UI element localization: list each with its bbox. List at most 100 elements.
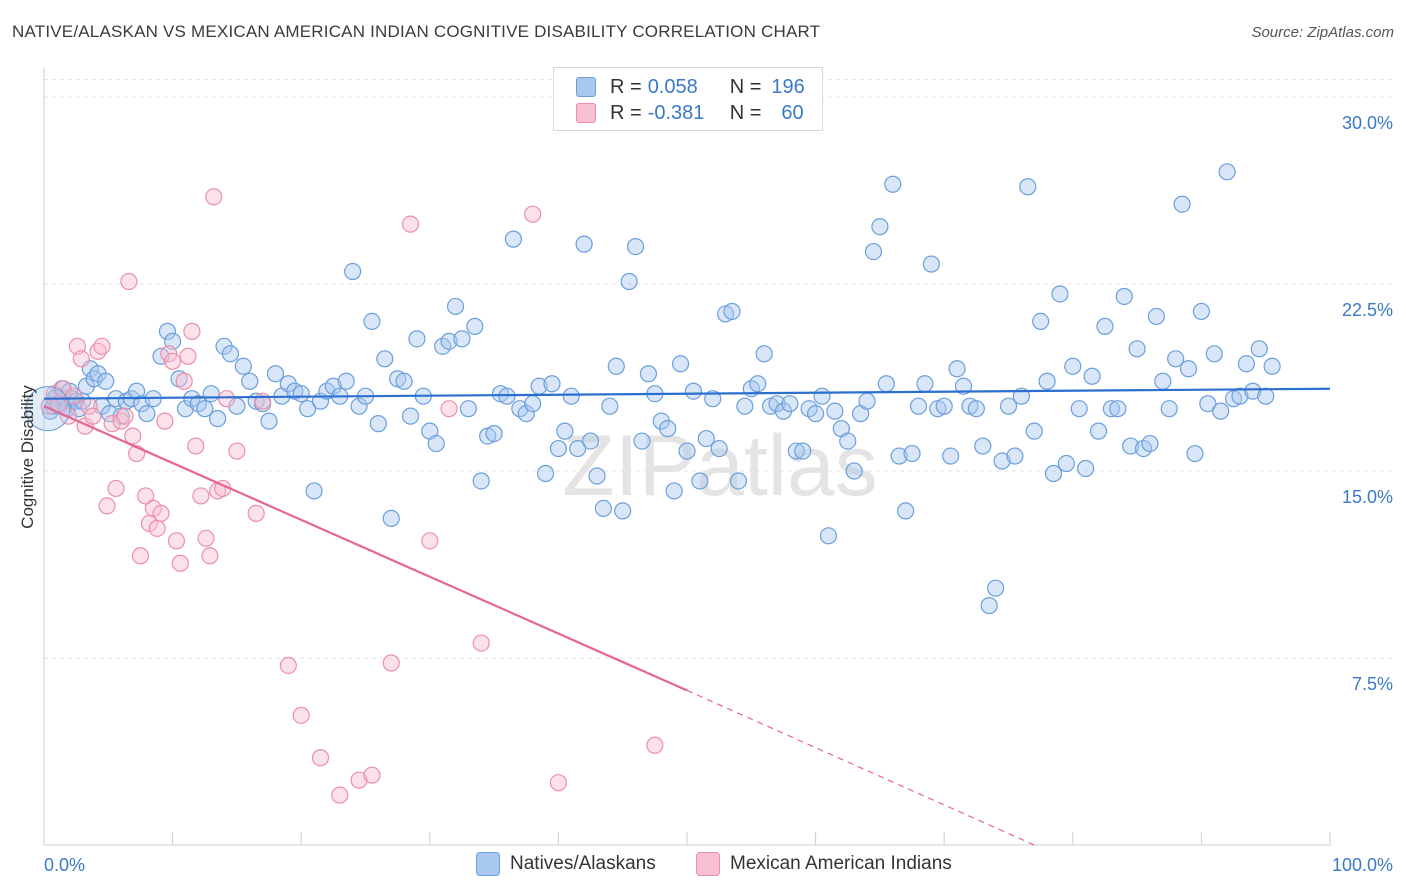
- natives-point: [1077, 459, 1095, 478]
- natives-point: [749, 375, 767, 393]
- natives-point: [871, 218, 889, 236]
- natives-point: [1218, 163, 1236, 181]
- natives-point: [890, 447, 908, 465]
- natives-point: [1154, 372, 1172, 390]
- natives-point: [305, 482, 323, 500]
- mexican-point: [124, 427, 142, 445]
- natives-point: [1122, 437, 1140, 455]
- natives-point: [575, 235, 593, 253]
- natives-point: [999, 397, 1018, 415]
- natives-point: [196, 400, 214, 418]
- legend-item-mexican[interactable]: Mexican American Indians: [696, 852, 952, 876]
- natives-point: [1160, 400, 1178, 418]
- natives-point: [549, 439, 568, 458]
- natives-point: [1064, 357, 1082, 375]
- natives-point: [1263, 357, 1281, 375]
- natives-point: [729, 472, 748, 490]
- natives-point: [453, 330, 471, 348]
- natives-point: [382, 509, 400, 527]
- natives-point: [903, 444, 921, 463]
- natives-point: [916, 375, 934, 393]
- mexican-point: [363, 766, 381, 784]
- mexican-point: [331, 786, 349, 804]
- natives-point: [1128, 340, 1146, 358]
- mexican-point: [175, 372, 193, 390]
- natives-point: [158, 322, 177, 340]
- legend-row-mexican: R = -0.381 N = 60: [576, 101, 804, 125]
- natives-point: [292, 385, 310, 403]
- natives-point: [819, 527, 838, 545]
- natives-swatch: [576, 77, 596, 97]
- mexican-point: [247, 504, 265, 522]
- natives-point: [369, 415, 387, 433]
- natives-point: [697, 429, 715, 448]
- natives-point: [884, 175, 902, 193]
- natives-point: [864, 242, 883, 261]
- natives-point: [607, 357, 625, 375]
- natives-legend-swatch: [476, 852, 500, 876]
- natives-point: [337, 372, 355, 390]
- mexican-point: [646, 736, 664, 754]
- natives-point: [299, 400, 317, 418]
- natives-point: [324, 377, 342, 395]
- mexican-point: [311, 749, 330, 767]
- natives-point: [408, 330, 426, 348]
- legend-item-natives[interactable]: Natives/Alaskans: [476, 852, 656, 876]
- natives-point: [839, 432, 857, 450]
- mexican-trend-extension: [686, 689, 1035, 846]
- r-value-mexican: -0.381: [647, 101, 705, 124]
- natives-point: [922, 255, 940, 273]
- mexican-point: [279, 656, 297, 675]
- natives-point: [1102, 400, 1120, 418]
- correlation-legend: R = 0.058 N = 196 R = -0.381 N = 60: [553, 67, 823, 131]
- tick-labels: 7.5% 15.0% 22.5% 30.0% 0.0% 100.0%: [44, 113, 1393, 875]
- natives-point: [614, 502, 632, 520]
- mexican-point: [292, 706, 310, 724]
- mexican-point: [187, 437, 205, 455]
- mexican-point: [205, 188, 223, 206]
- chart-title: NATIVE/ALASKAN VS MEXICAN AMERICAN INDIA…: [12, 22, 821, 41]
- natives-point: [1231, 387, 1249, 405]
- natives-point: [987, 579, 1005, 597]
- n-value-natives: 196: [771, 75, 805, 98]
- natives-point: [395, 372, 413, 390]
- natives-point: [626, 238, 645, 256]
- n-label: N =: [729, 75, 762, 98]
- natives-point: [1025, 422, 1043, 440]
- natives-point: [858, 392, 876, 410]
- natives-point: [241, 372, 259, 390]
- trend-lines: [43, 387, 1331, 846]
- r-label: R =: [610, 75, 642, 98]
- natives-point: [266, 365, 285, 383]
- y-tick-label: 22.5%: [1342, 300, 1393, 320]
- natives-point: [594, 499, 613, 517]
- mexican-point: [167, 532, 186, 550]
- natives-point: [787, 442, 805, 460]
- n-label: N =: [729, 101, 762, 124]
- mexican-point: [72, 350, 90, 368]
- mexican-point: [524, 205, 542, 223]
- n-value-mexican: 60: [781, 101, 804, 124]
- natives-point: [176, 400, 195, 418]
- natives-point: [1115, 287, 1133, 306]
- natives-point: [1237, 355, 1256, 373]
- natives-point: [466, 317, 484, 335]
- mexican-point: [183, 322, 201, 340]
- natives-point: [97, 372, 115, 390]
- axes: [43, 68, 1331, 846]
- mexican-point: [201, 547, 219, 565]
- mexican-legend-label: Mexican American Indians: [730, 853, 952, 874]
- natives-point: [826, 402, 844, 420]
- natives-point: [806, 405, 825, 423]
- mexican-point: [179, 347, 197, 365]
- natives-point: [209, 410, 227, 428]
- mexican-point: [156, 412, 174, 430]
- natives-point: [1019, 178, 1037, 196]
- mexican-trend-line: [43, 405, 688, 692]
- natives-point: [363, 312, 381, 330]
- mexican-point: [131, 547, 150, 565]
- natives-point: [1032, 312, 1050, 330]
- natives-point: [633, 432, 651, 450]
- natives-point: [459, 400, 477, 418]
